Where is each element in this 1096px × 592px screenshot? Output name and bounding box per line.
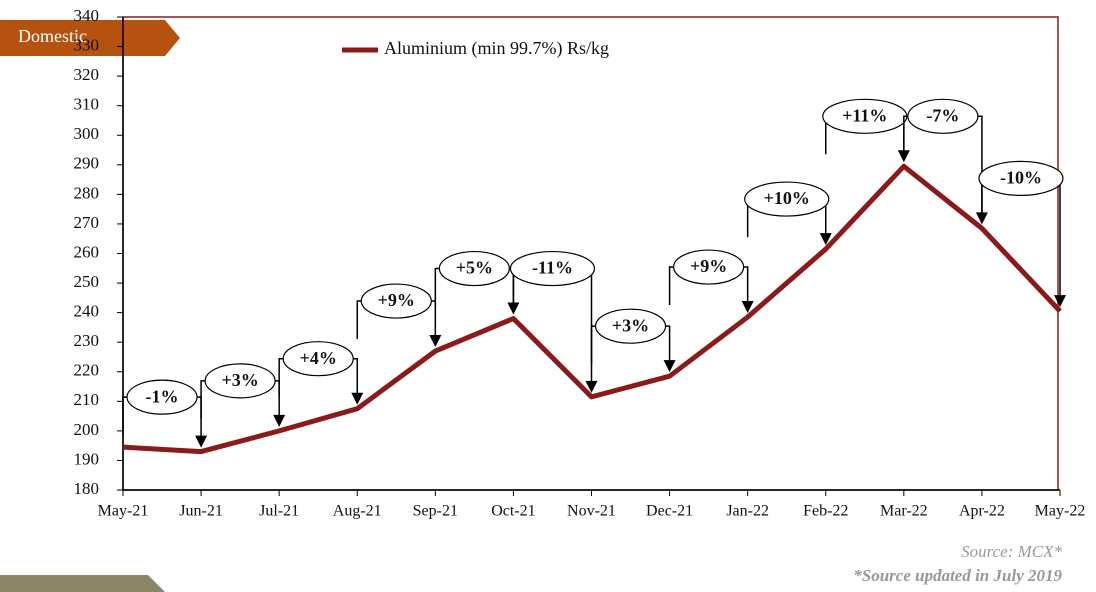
arrow-head [507,302,520,315]
arrow-head [351,392,364,405]
plot-frame [122,16,1059,491]
x-tick-label: Jul-21 [259,503,299,520]
y-tick-label: 310 [74,95,100,114]
annotation: -7% [926,105,959,125]
annotation-bubble [126,379,198,415]
x-tick-label: Sep-21 [413,503,458,520]
y-tick-label: 320 [74,65,100,84]
arrow-head [819,233,832,246]
x-tick-label: Dec-21 [646,503,693,520]
arrow-head [195,435,208,448]
footer-tag [0,575,165,592]
annotation: -10% [1000,167,1042,187]
line [122,163,1062,455]
annotation: -11% [532,258,573,278]
arrow-head [741,301,754,314]
x-tick-label: May-22 [1035,503,1086,520]
y-tick-label: 300 [74,124,100,143]
annotation: +11% [842,105,887,125]
y-tick-label: 190 [74,449,100,468]
y-tick-label: 180 [74,479,100,498]
y-tick-label: 200 [74,420,100,439]
y-tick-label: 280 [74,183,100,202]
annotation-bubble [978,160,1064,196]
arrow-head [273,414,286,427]
annotation: +5% [456,258,493,278]
y-tick-label: 230 [74,331,100,350]
x-tick-label: Aug-21 [333,503,382,520]
source: Source: MCX* [961,542,1062,561]
arrow-head [663,360,676,373]
x-tick-label: Apr-22 [959,503,1005,520]
y-tick-label: 210 [74,390,100,409]
annotation: +9% [690,256,727,276]
annotation-bubble [744,181,830,217]
annotation-bubble [673,249,745,285]
y-tick-label: 330 [74,35,100,54]
y-tick-label: 260 [74,242,100,261]
y-tick-label: 340 [74,6,100,25]
annotation: +10% [764,188,810,208]
x-tick-label: May-21 [98,503,149,520]
annotation-bubble [907,98,979,134]
annotation: +4% [300,348,337,368]
annotation-bubble [594,308,667,344]
x-tick-label: Mar-22 [880,503,928,520]
x-tick-label: Jan-22 [726,503,769,520]
arrow-head [429,335,442,348]
y-tick-label: 290 [74,154,100,173]
x-tick-label: Jun-21 [179,503,223,520]
legend-label: Aluminium (min 99.7%) Rs/kg [384,38,609,59]
source-note: *Source updated in July 2019 [853,566,1062,585]
x-tick-label: Feb-22 [803,503,848,520]
arrow-head [975,212,988,225]
y-tick-label: 250 [74,272,100,291]
annotation-bubble [438,250,510,287]
arrow-head [1054,295,1066,308]
tag-label: Domestic [18,26,87,46]
x-tick-label: Oct-21 [491,503,535,520]
y-tick-label: 220 [74,361,100,380]
arrow-head [585,380,598,393]
annotation-bubble [360,283,432,319]
annotation: +3% [612,315,649,335]
tag [0,20,180,56]
x-tick-label: Nov-21 [567,503,616,520]
annotation-bubble [509,250,596,287]
annotation: -1% [146,386,179,406]
annotation: +3% [221,370,258,390]
y-tick-label: 270 [74,213,100,232]
annotation-bubble [204,363,276,399]
y-tick-label: 240 [74,302,100,321]
arrow-head [897,150,910,163]
annotation: +9% [378,290,415,310]
annotation-bubble [282,341,354,377]
